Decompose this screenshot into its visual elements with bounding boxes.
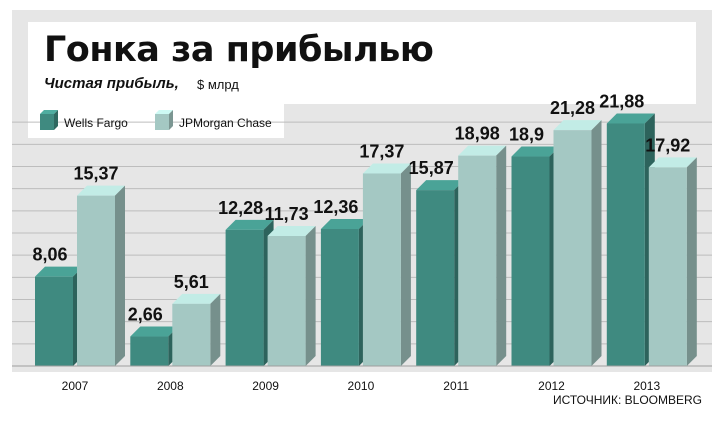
bar <box>225 229 264 366</box>
bar <box>362 173 401 366</box>
bar-side <box>400 163 411 366</box>
bar-jpmorgan-chase: 17,92 <box>645 135 697 366</box>
title-panel <box>28 22 696 104</box>
bar-jpmorgan-chase: 18,98 <box>455 124 507 366</box>
x-tick-label: 2011 <box>443 379 469 393</box>
bar-top <box>172 293 221 304</box>
data-label: 12,28 <box>218 198 263 218</box>
data-label: 21,28 <box>550 98 595 118</box>
legend-swatch <box>155 114 169 130</box>
data-label: 5,61 <box>174 272 209 292</box>
data-label: 18,98 <box>455 124 500 144</box>
legend-label: Wells Fargo <box>64 116 128 130</box>
x-tick-label: 2008 <box>157 379 184 393</box>
data-label: 8,06 <box>32 245 67 265</box>
legend-swatch-side <box>54 110 58 130</box>
data-label: 17,92 <box>645 135 690 155</box>
bar <box>648 167 687 366</box>
bar-top <box>225 219 274 230</box>
chart-unit: $ млрд <box>197 77 239 92</box>
data-label: 17,37 <box>359 141 404 161</box>
data-label: 11,73 <box>265 204 309 224</box>
data-label: 2,66 <box>128 305 163 325</box>
bar-side <box>115 185 125 366</box>
bar-jpmorgan-chase: 17,37 <box>359 141 411 366</box>
bar <box>77 195 115 366</box>
data-label: 15,87 <box>409 158 454 178</box>
x-tick-label: 2009 <box>252 379 279 393</box>
bar-side <box>305 225 316 366</box>
bar-jpmorgan-chase: 21,28 <box>550 98 602 366</box>
legend-item: Wells Fargo <box>40 110 128 130</box>
bar <box>130 336 169 366</box>
chart-subtitle: Чистая прибыль, <box>44 75 179 92</box>
bar-wells-fargo: 18,9 <box>509 125 560 366</box>
legend-swatch <box>40 114 54 130</box>
bar-side <box>686 157 697 366</box>
bar-wells-fargo: 21,88 <box>599 91 655 366</box>
bar <box>511 156 550 366</box>
bar-jpmorgan-chase: 11,73 <box>265 204 316 366</box>
legend-swatch-top <box>40 110 58 114</box>
x-tick-label: 2012 <box>538 379 565 393</box>
bar-top <box>511 146 560 157</box>
bar-top <box>35 266 83 277</box>
data-label: 15,37 <box>73 164 118 184</box>
bar-side <box>496 145 507 366</box>
bar-jpmorgan-chase: 15,37 <box>73 164 125 366</box>
bar-top <box>130 326 179 337</box>
legend-label: JPMorgan Chase <box>179 116 272 130</box>
bar-top <box>458 145 507 156</box>
chart-title: Гонка за прибылью <box>44 30 434 70</box>
bar <box>35 276 73 366</box>
bar-side <box>210 293 221 366</box>
bar-top <box>362 163 411 174</box>
bar-top <box>416 180 465 191</box>
bar <box>606 123 645 366</box>
bar <box>172 303 211 366</box>
data-label: 21,88 <box>599 91 644 111</box>
x-tick-label: 2013 <box>633 379 660 393</box>
legend-swatch-side <box>169 110 173 130</box>
bar <box>458 155 497 366</box>
bar-top <box>553 120 602 131</box>
x-tick-label: 2007 <box>62 379 89 393</box>
bar-top <box>320 219 369 230</box>
bar <box>267 235 306 366</box>
bar-top <box>606 113 655 124</box>
bar <box>416 190 455 366</box>
legend-item: JPMorgan Chase <box>155 110 272 130</box>
bar <box>553 130 592 366</box>
bar-top <box>267 225 316 236</box>
chart-source: ИСТОЧНИК: BLOOMBERG <box>552 393 702 407</box>
data-label: 18,9 <box>509 125 544 145</box>
x-tick-label: 2010 <box>348 379 375 393</box>
bar-top <box>77 185 125 196</box>
data-label: 12,36 <box>313 197 358 217</box>
legend-swatch-top <box>155 110 173 114</box>
bar-side <box>591 120 602 366</box>
bar-jpmorgan-chase: 5,61 <box>172 272 221 366</box>
bar-top <box>648 157 697 168</box>
bar <box>320 229 359 366</box>
